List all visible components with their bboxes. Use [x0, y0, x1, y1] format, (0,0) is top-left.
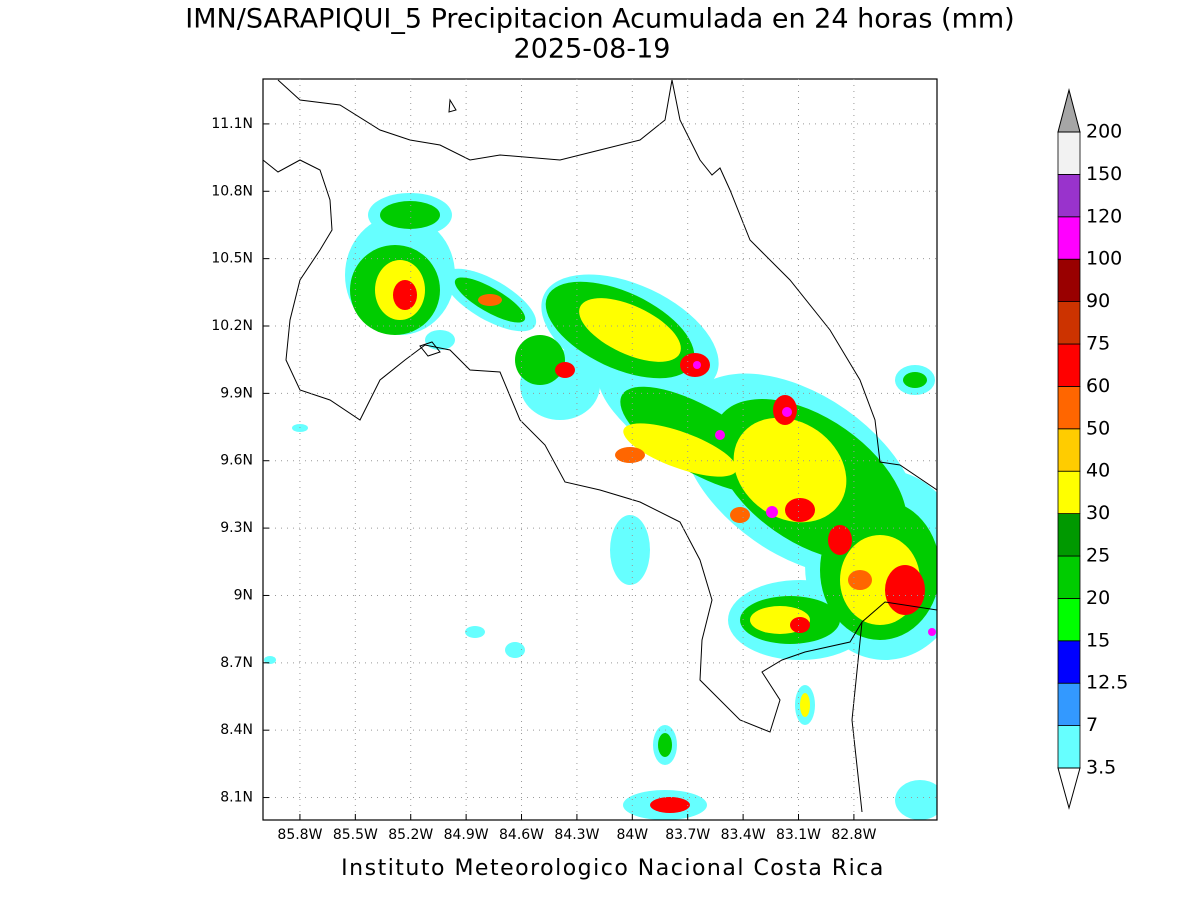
y-tick-label: 9.6N: [220, 453, 253, 469]
coastlines: [263, 79, 937, 813]
footer: Instituto Meteorologico Nacional Costa R…: [341, 856, 885, 881]
colorbar-label: 50: [1086, 417, 1110, 439]
x-tick-label: 83.7W: [665, 827, 710, 843]
y-tick-label: 10.5N: [211, 251, 253, 267]
x-tick-label: 83.4W: [721, 827, 766, 843]
colorbar-box: [1057, 216, 1081, 260]
y-tick-label: 11.1N: [211, 116, 253, 132]
colorbar-box: [1057, 640, 1081, 684]
colorbar-label: 20: [1086, 587, 1110, 609]
colorbar-under: [1057, 767, 1081, 810]
colorbar-box: [1057, 555, 1081, 599]
colorbar-label: 30: [1086, 502, 1110, 524]
colorbar-box: [1057, 470, 1081, 515]
x-tick-label: 82.8W: [831, 827, 876, 843]
x-tick-label: 84.3W: [554, 827, 599, 843]
y-tick-label: 9N: [234, 587, 253, 603]
colorbar-box: [1057, 343, 1081, 387]
x-tick-label: 84.6W: [499, 827, 544, 843]
colorbar-box: [1057, 385, 1081, 430]
colorbar-label: 90: [1086, 290, 1110, 312]
x-tick-label: 83.1W: [776, 827, 821, 843]
x-tick-label: 85.2W: [388, 827, 433, 843]
colorbar-label: 12.5: [1086, 672, 1128, 694]
x-tick-label: 84W: [616, 827, 648, 843]
map-frame: [262, 78, 938, 821]
colorbar-label: 120: [1086, 205, 1122, 227]
colorbar-box: [1057, 513, 1081, 557]
y-tick-label: 8.1N: [220, 790, 253, 806]
y-tick-label: 10.2N: [211, 318, 253, 334]
colorbar-label: 75: [1086, 333, 1110, 355]
colorbar-box: [1057, 725, 1081, 769]
colorbar-box: [1057, 131, 1081, 175]
colorbar-label: 3.5: [1086, 757, 1116, 779]
y-tick-label: 9.3N: [220, 520, 253, 536]
x-tick-label: 85.5W: [333, 827, 378, 843]
date: 2025-08-19: [514, 34, 671, 65]
colorbar-label: 150: [1086, 163, 1122, 185]
colorbar-box: [1057, 173, 1081, 218]
precipitation-field: [264, 193, 937, 820]
x-tick-label: 85.8W: [277, 827, 322, 843]
colorbar-label: 25: [1086, 545, 1110, 567]
colorbar-label: 200: [1086, 121, 1122, 143]
colorbar-label: 40: [1086, 460, 1110, 482]
colorbar-box: [1057, 258, 1081, 303]
colorbar-box: [1057, 682, 1081, 727]
y-tick-label: 9.9N: [220, 385, 253, 401]
colorbar-box: [1057, 598, 1081, 642]
colorbar-label: 100: [1086, 248, 1122, 270]
y-tick-label: 8.7N: [220, 655, 253, 671]
title: IMN/SARAPIQUI_5 Precipitacion Acumulada …: [185, 4, 1014, 35]
y-tick-label: 10.8N: [211, 183, 253, 199]
x-tick-label: 84.9W: [444, 827, 489, 843]
colorbar-label: 15: [1086, 629, 1110, 651]
y-tick-label: 8.4N: [220, 722, 253, 738]
colorbar-label: 60: [1086, 375, 1110, 397]
colorbar-box: [1057, 428, 1081, 472]
colorbar-over: [1057, 88, 1081, 133]
colorbar-box: [1057, 301, 1081, 345]
colorbar-label: 7: [1086, 714, 1098, 736]
